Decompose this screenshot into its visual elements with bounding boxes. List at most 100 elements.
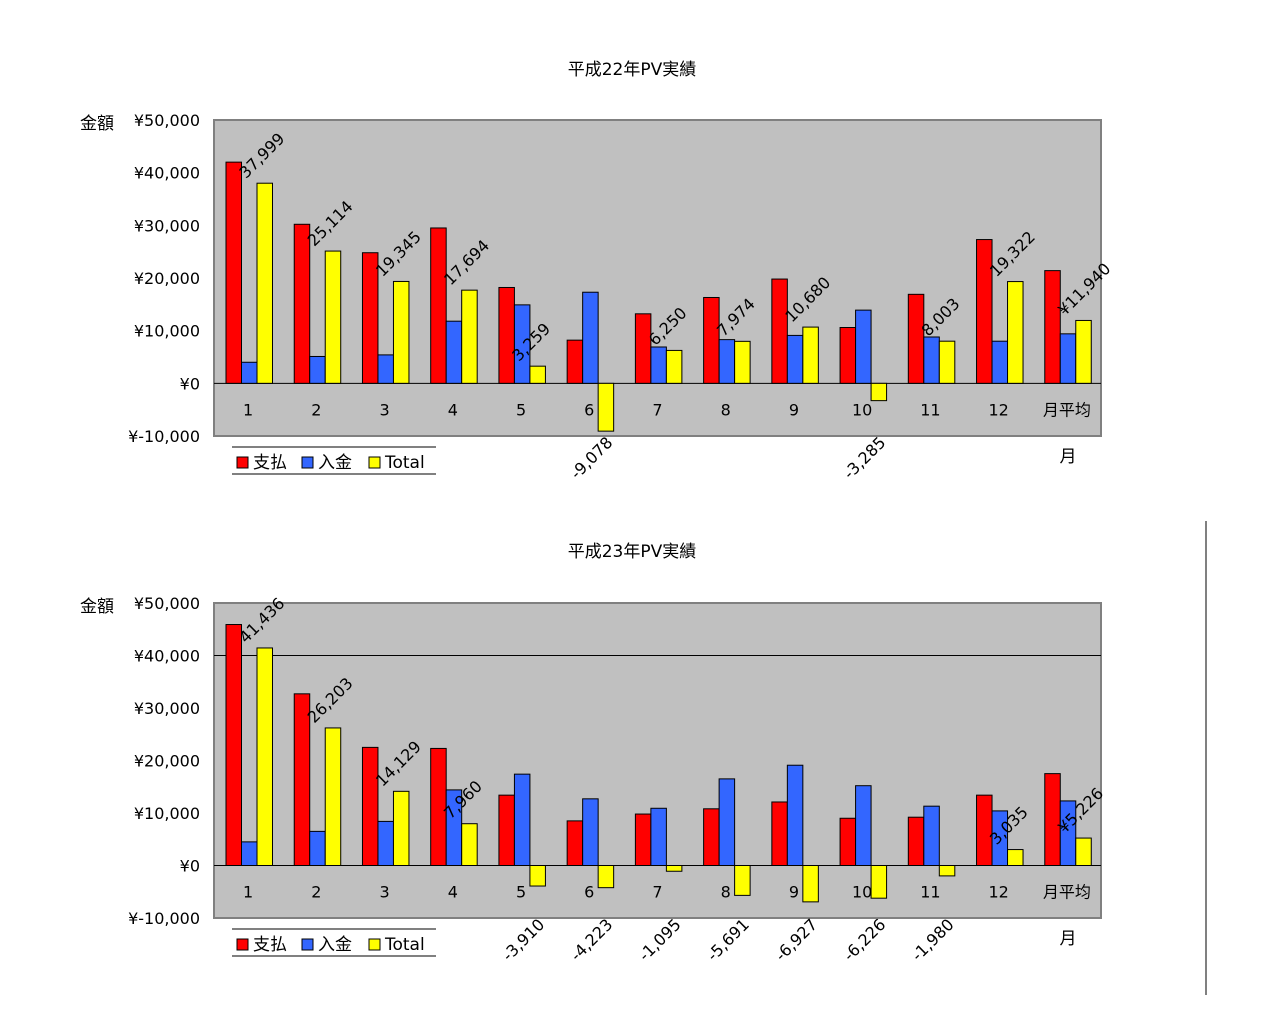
bar-1: [907, 293, 925, 384]
data-label: -1,095: [635, 915, 685, 965]
bar-2: [377, 354, 394, 384]
x-tick-label: 7: [652, 883, 662, 902]
bar-1: [225, 161, 242, 384]
bar-2: [445, 320, 463, 384]
x-tick-label: 3: [379, 400, 389, 419]
x-tick-label: 月平均: [1043, 400, 1091, 419]
bar-3: [392, 280, 410, 384]
y-tick-label: ¥0: [180, 374, 200, 393]
x-tick-label: 1: [243, 883, 253, 902]
legend-swatch: [368, 938, 381, 951]
bar-3: [870, 382, 888, 402]
bar-2: [718, 778, 736, 866]
legend-swatch: [301, 938, 314, 951]
bar-2: [718, 339, 736, 384]
x-tick-label: 4: [448, 400, 458, 419]
bar-1: [430, 227, 447, 384]
legend-label: 入金: [318, 935, 352, 955]
x-tick-label: 11: [920, 400, 940, 419]
bar-1: [498, 286, 515, 384]
bar-2: [786, 334, 804, 384]
x-tick-label: 9: [789, 400, 799, 419]
plot-area: [213, 602, 1102, 919]
bar-1: [293, 693, 311, 867]
bar-2: [582, 291, 599, 384]
x-tick-label: 9: [789, 883, 799, 902]
bar-1: [907, 816, 925, 867]
bar-1: [839, 327, 857, 384]
data-label: -5,691: [703, 915, 753, 965]
y-tick-label: ¥30,000: [134, 216, 200, 235]
x-tick-label: 2: [311, 883, 321, 902]
bar-2: [855, 309, 872, 384]
bar-2: [309, 355, 326, 384]
chart-title: 平成23年PV実績: [568, 542, 697, 562]
bar-1: [703, 296, 720, 384]
y-tick-label: ¥0: [180, 857, 200, 876]
bar-1: [771, 278, 788, 384]
bar-3: [802, 865, 819, 903]
bar-3: [1007, 281, 1024, 384]
x-tick-label: 1: [243, 400, 253, 419]
x-tick-label: 2: [311, 400, 321, 419]
x-tick-label: 6: [584, 883, 594, 902]
legend-label: 支払: [253, 935, 287, 955]
bar-2: [309, 830, 326, 866]
y-axis-label: 金額: [80, 597, 114, 617]
y-tick-label: ¥40,000: [134, 647, 200, 666]
bar-3: [1007, 849, 1024, 866]
bar-2: [241, 361, 258, 384]
data-label: -6,927: [771, 915, 821, 965]
x-tick-label: 8: [721, 883, 731, 902]
y-tick-label: ¥10,000: [134, 322, 200, 341]
data-label: -3,285: [839, 433, 889, 483]
bar-3: [665, 349, 683, 384]
bar-2: [855, 785, 872, 867]
data-label: -6,226: [839, 915, 889, 965]
legend-label: 支払: [253, 453, 287, 473]
bar-3: [324, 250, 342, 384]
bar-3: [392, 790, 410, 866]
x-tick-label: 11: [920, 883, 940, 902]
legend-label: 入金: [318, 453, 352, 473]
legend: 支払 入金 Total: [232, 446, 436, 475]
bar-1: [839, 817, 857, 866]
x-tick-label: 8: [721, 400, 731, 419]
data-label: -9,078: [567, 433, 617, 483]
bar-1: [1044, 270, 1061, 384]
legend-label: Total: [384, 935, 425, 955]
x-tick-label: 12: [988, 883, 1008, 902]
x-axis-label: 月: [1060, 447, 1077, 467]
bar-3: [1075, 837, 1092, 866]
bar-3: [1075, 319, 1092, 384]
bar-2: [650, 346, 667, 384]
bar-3: [938, 340, 956, 384]
x-tick-label: 12: [988, 400, 1008, 419]
x-tick-label: 5: [516, 883, 526, 902]
legend-swatch: [368, 456, 381, 469]
bar-1: [566, 820, 584, 866]
bar-2: [991, 810, 1009, 867]
data-label: -1,980: [908, 915, 958, 965]
bar-2: [923, 336, 940, 384]
bar-2: [241, 841, 258, 866]
bar-2: [1059, 333, 1077, 384]
bar-1: [703, 808, 720, 866]
x-axis-label: 月: [1060, 929, 1077, 949]
bar-3: [461, 289, 478, 384]
bar-3: [870, 865, 888, 899]
bar-3: [597, 382, 615, 432]
y-tick-label: ¥-10,000: [128, 427, 200, 446]
bar-1: [361, 252, 379, 384]
bar-2: [582, 798, 599, 867]
x-tick-label: 10: [852, 883, 872, 902]
x-tick-label: 4: [448, 883, 458, 902]
bar-2: [991, 340, 1009, 384]
bar-2: [513, 773, 531, 867]
legend-swatch: [236, 938, 249, 951]
bar-3: [734, 865, 751, 896]
bar-3: [802, 326, 819, 384]
bar-2: [923, 805, 940, 866]
